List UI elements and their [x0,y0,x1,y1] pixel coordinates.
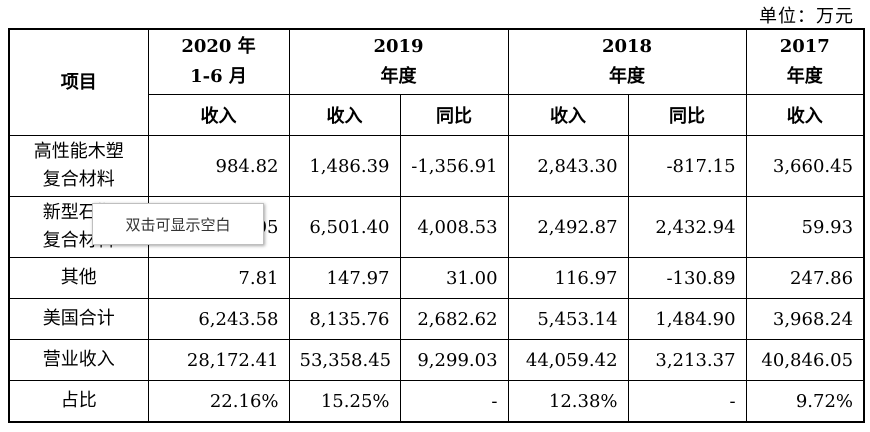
cell-value: -1,356.91 [399,135,509,197]
cell-value: 6,243.58 [147,298,290,340]
cell-value: 2,843.30 [507,135,629,197]
table-row: 营业收入 28,172.41 53,358.45 9,299.03 44,059… [8,339,865,381]
cell-value: -817.15 [627,135,747,197]
cell-value: 59.93 [745,196,865,258]
cell-value: 247.86 [745,257,865,299]
header-revenue-2018: 收入 [507,94,629,136]
cell-value: 147.97 [288,257,401,299]
row-label: 占比 [8,380,149,423]
header-2017: 2017 年度 [745,28,865,95]
header-yoy-2019: 同比 [399,94,509,136]
cell-value: 984.82 [147,135,290,197]
cell-value: 53,358.45 [288,339,401,381]
header-revenue-2020: 收入 [147,94,290,136]
cell-value: 2,432.94 [627,196,747,258]
cell-value: 12.38% [507,380,629,423]
double-click-tooltip[interactable]: 双击可显示空白 [92,203,264,245]
cell-value: 4,008.53 [399,196,509,258]
header-2019: 2019 年度 [288,28,509,95]
cell-value: 6,501.40 [288,196,401,258]
header-revenue-2019: 收入 [288,94,401,136]
table-row: 新型石塑 复合材料 .95 6,501.40 4,008.53 2,492.87… [8,196,865,258]
header-item: 项目 [8,28,149,136]
header-2018: 2018 年度 [507,28,747,95]
cell-value: 40,846.05 [745,339,865,381]
cell-value: -130.89 [627,257,747,299]
cell-value: 3,660.45 [745,135,865,197]
cell-value: 116.97 [507,257,629,299]
table-row: 占比 22.16% 15.25% - 12.38% - 9.72% [8,380,865,423]
cell-value: 3,213.37 [627,339,747,381]
cell-value: 9,299.03 [399,339,509,381]
cell-value: 15.25% [288,380,401,423]
cell-value: 22.16% [147,380,290,423]
table-row: 其他 7.81 147.97 31.00 116.97 -130.89 247.… [8,257,865,299]
cell-value: 5,453.14 [507,298,629,340]
table-row: 美国合计 6,243.58 8,135.76 2,682.62 5,453.14… [8,298,865,340]
header-revenue-2017: 收入 [745,94,865,136]
cell-value: 28,172.41 [147,339,290,381]
row-label: 营业收入 [8,339,149,381]
cell-value: 9.72% [745,380,865,423]
cell-value: 44,059.42 [507,339,629,381]
cell-value: 2,682.62 [399,298,509,340]
header-yoy-2018: 同比 [627,94,747,136]
cell-value: 1,486.39 [288,135,401,197]
cell-value: 3,968.24 [745,298,865,340]
cell-value: 31.00 [399,257,509,299]
header-2020-h1: 2020 年 1-6 月 [147,28,290,95]
row-label: 高性能木塑 复合材料 [8,135,149,197]
revenue-table: 项目 2020 年 1-6 月 2019 年度 2018 年度 2017 年度 … [8,28,866,423]
cell-value: 7.81 [147,257,290,299]
cell-value: 2,492.87 [507,196,629,258]
unit-label: 单位：万元 [759,6,854,27]
cell-value: 8,135.76 [288,298,401,340]
cell-value: - [627,380,747,423]
row-label: 其他 [8,257,149,299]
cell-value: - [399,380,509,423]
cell-value: 1,484.90 [627,298,747,340]
table-row: 高性能木塑 复合材料 984.82 1,486.39 -1,356.91 2,8… [8,135,865,197]
row-label: 美国合计 [8,298,149,340]
